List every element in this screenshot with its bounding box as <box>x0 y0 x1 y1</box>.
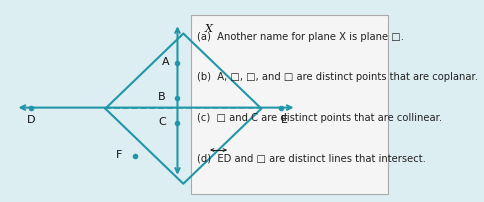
FancyBboxPatch shape <box>191 16 387 194</box>
Text: E: E <box>281 114 287 124</box>
Text: (a)  Another name for plane X is plane □.: (a) Another name for plane X is plane □. <box>197 31 403 41</box>
Text: D: D <box>27 114 35 124</box>
Text: (b)  A, □, □, and □ are distinct points that are coplanar.: (b) A, □, □, and □ are distinct points t… <box>197 72 477 82</box>
Text: (c)  □ and C are distinct points that are collinear.: (c) □ and C are distinct points that are… <box>197 112 441 122</box>
Text: X: X <box>204 24 212 34</box>
Text: A: A <box>162 57 169 67</box>
Text: F: F <box>116 149 122 160</box>
Text: (d)  ED and □ are distinct lines that intersect.: (d) ED and □ are distinct lines that int… <box>197 153 425 163</box>
Text: C: C <box>158 116 166 126</box>
Text: B: B <box>158 92 166 102</box>
